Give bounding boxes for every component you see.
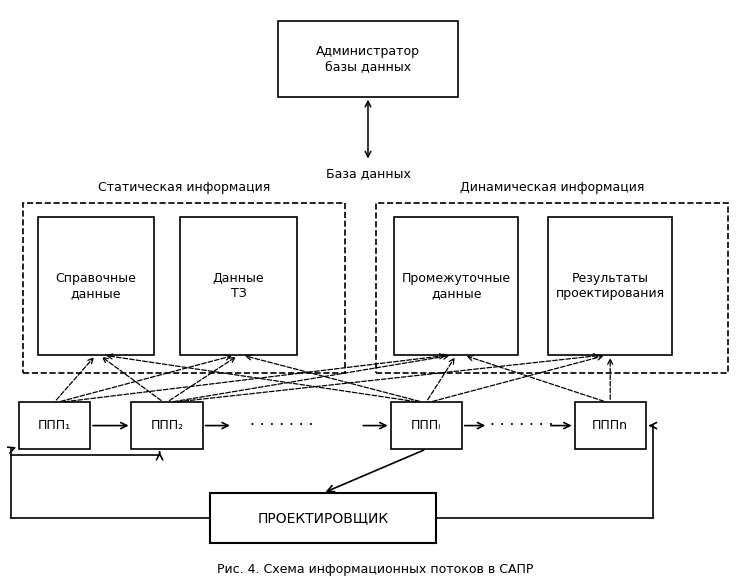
Bar [180, 217, 297, 355]
Text: ПППᵢ: ПППᵢ [411, 419, 442, 432]
Text: · · · · · · ·: · · · · · · · [490, 418, 553, 433]
Bar [278, 21, 458, 97]
Bar [376, 203, 728, 373]
Bar [548, 217, 672, 355]
Text: ПРОЕКТИРОВЩИК: ПРОЕКТИРОВЩИК [258, 511, 388, 525]
Text: · · · · · · ·: · · · · · · · [250, 418, 313, 433]
Text: Рис. 4. Схема информационных потоков в САПР: Рис. 4. Схема информационных потоков в С… [217, 564, 534, 576]
Bar [19, 402, 90, 449]
Bar [38, 217, 154, 355]
Text: Промежуточные
данные: Промежуточные данные [402, 272, 511, 300]
Text: Администратор
базы данных: Администратор базы данных [316, 45, 420, 73]
Bar [394, 217, 518, 355]
Text: Статическая информация: Статическая информация [98, 181, 270, 194]
Text: ПППn: ПППn [593, 419, 628, 432]
Text: База данных: База данных [325, 167, 411, 180]
Text: Результаты
проектирования: Результаты проектирования [556, 272, 665, 300]
Text: Данные
ТЗ: Данные ТЗ [213, 272, 264, 300]
Bar [210, 493, 436, 543]
Text: ППП₁: ППП₁ [38, 419, 71, 432]
Bar [391, 402, 462, 449]
Bar [575, 402, 646, 449]
Bar [131, 402, 203, 449]
Text: Справочные
данные: Справочные данные [56, 272, 136, 300]
Bar [23, 203, 345, 373]
Text: Динамическая информация: Динамическая информация [460, 181, 644, 194]
Text: ППП₂: ППП₂ [150, 419, 184, 432]
